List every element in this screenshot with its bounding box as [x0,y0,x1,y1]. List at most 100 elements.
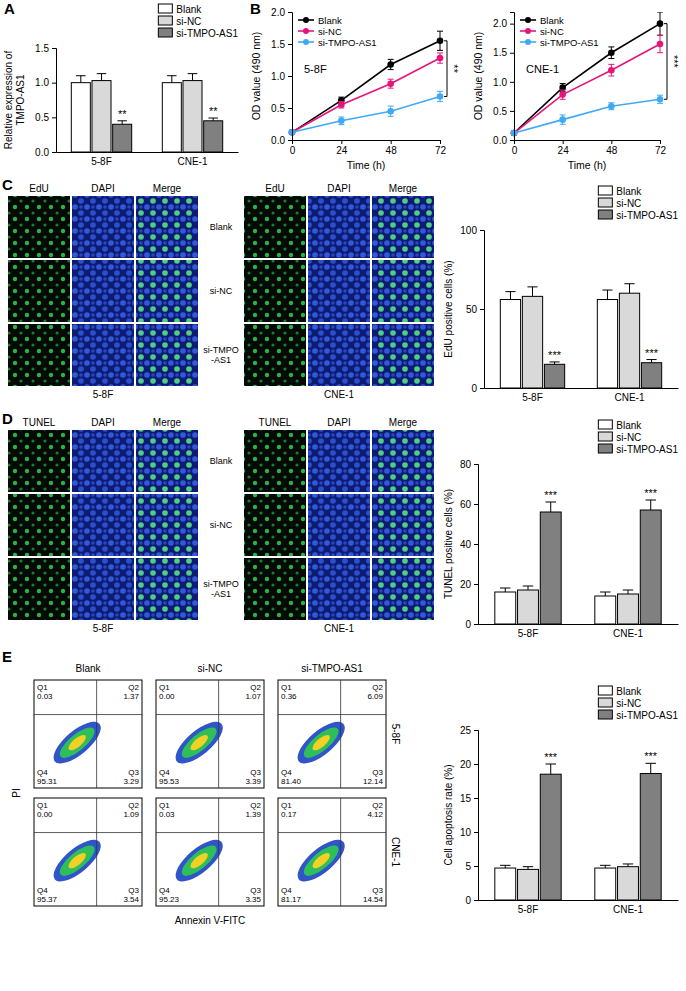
quadrant-name: Q3 [372,886,383,895]
event-cloud [299,841,343,881]
row-label: si-NC [210,286,233,296]
marks [289,31,444,135]
legend-label: si-NC [616,698,641,709]
panel-letter: C [2,176,13,193]
tick: 5-8F [518,624,539,639]
error-cap [624,283,634,284]
quadrant-value: 3.35 [245,895,261,904]
error-cap [600,592,610,593]
error-line [510,292,511,300]
column-header: Merge [389,183,418,194]
micrograph [308,260,370,322]
quadrant-name: Q3 [128,768,139,777]
y-axis: 0.00.51.01.52.0 [271,7,292,146]
error-bar [657,95,663,103]
axis-line [479,624,679,625]
error-bar [546,502,556,512]
tick: 1.0 [35,77,56,88]
tick: 0 [465,619,478,630]
row-label: CNE-1 [390,837,401,867]
legend-item: Blank [598,186,642,197]
error-cap [657,12,663,13]
error-cap [546,502,556,503]
quadrant-value: 95.37 [37,895,58,904]
tick-mark [52,48,56,49]
micrograph [8,260,70,322]
error-cap [188,73,198,74]
tick-mark [474,866,478,867]
panel-letter: E [2,648,12,665]
bar [162,83,181,152]
axis-line [479,900,679,901]
gate-line [34,714,142,715]
line [292,58,440,132]
tick: 25 [460,725,478,736]
tick-mark [52,83,56,84]
tick: 80 [460,459,478,470]
legend-marker [525,39,531,45]
tick: 40 [460,539,478,550]
error-cap [500,865,510,866]
error-line [192,74,193,81]
marks [511,12,664,136]
column-header: Merge [153,183,182,194]
tick-mark [510,82,514,83]
micrograph [372,324,434,386]
bar [495,592,516,624]
tick-mark [292,140,293,144]
tick-label: 1.5 [493,47,507,58]
tick: 0.5 [271,103,292,114]
micrograph [372,558,434,620]
tick-label: 60 [460,499,472,510]
bar [597,300,617,388]
legend: Blanksi-NCsi-TMPO-AS1 [158,4,238,39]
error-bar [338,102,344,108]
bar-chart: TUNEL positive cells (%)******0204060805… [443,420,679,640]
column-header: TUNEL [259,417,292,428]
tick: 50 [466,304,484,315]
error-line [550,764,551,774]
axis-line [510,13,515,141]
line-chart: OD value (490 nm)0.00.51.01.52.00244872T… [472,12,680,171]
error-cap [560,83,566,84]
figure: Relative expression ofTMPO-AS1****0.00.5… [0,0,686,991]
event-cloud [310,850,332,871]
axis-line [480,231,485,389]
panel-letter: B [250,0,261,17]
plot-frame [34,798,142,906]
error-cap [608,58,614,59]
text-line: si-TMPO [203,345,239,355]
row-label: Blank [210,456,233,466]
bar [183,81,202,152]
marker [559,116,566,123]
legend-swatch [598,420,612,429]
error-bar [388,59,394,69]
tick-mark [341,140,342,144]
bar [618,867,639,900]
plot-frame [156,798,264,906]
bar [544,364,564,388]
text-line: TUNEL positive cells (%) [443,489,454,599]
tick: 5-8F [518,900,539,915]
error-cap [560,99,566,100]
micrograph [308,430,370,492]
legend-item: si-TMPO-AS1 [598,210,678,221]
tick: 1.5 [35,43,56,54]
tick-label: 0.0 [493,135,507,146]
plot-frame [34,680,142,788]
y-axis: 050100 [460,225,484,394]
column-header: Merge [153,417,182,428]
legend-label: si-NC [616,432,641,443]
text-line: Relative expression of [3,51,14,150]
legend-item: si-NC [520,26,564,37]
bracket-line [667,24,668,100]
tick-mark [288,140,292,141]
event-cloud [177,841,221,881]
quadrant-name: Q3 [372,768,383,777]
significance: ** [118,108,127,120]
error-line [629,284,630,293]
bar [495,868,516,900]
quadrant-name: Q1 [159,801,170,810]
line [292,96,440,132]
error-line [80,76,81,83]
